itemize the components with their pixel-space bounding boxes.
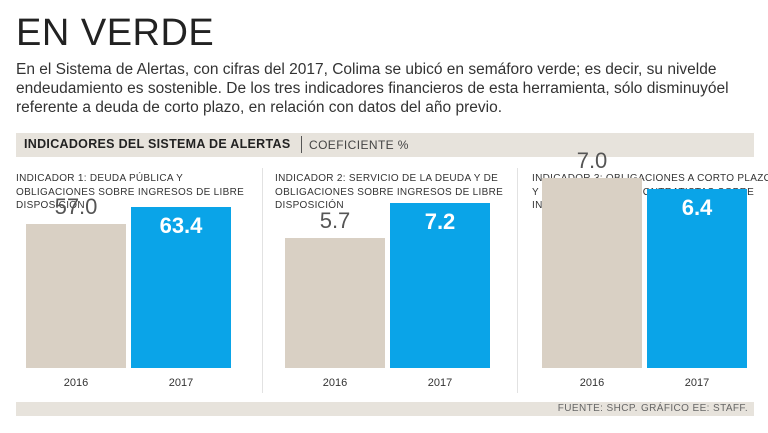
section-title: INDICADORES DEL SISTEMA DE ALERTAS [24,137,291,151]
bar-2016 [26,223,126,368]
bar-2017 [390,203,490,368]
bar-2016 [285,237,385,368]
panel-divider [262,168,263,393]
bar-2017 [647,189,747,368]
data-label-2017: 63.4 [159,213,203,239]
year-label: 2016 [322,377,348,389]
page-title: EN VERDE [16,12,215,54]
chart-panel-3: INDICADOR 3: OBLIGACIONES A CORTO PLAZO … [532,148,768,397]
panel-divider [517,168,518,393]
year-label: 2017 [168,377,194,389]
year-label: 2016 [579,377,605,389]
source-note: FUENTE: SHCP. GRÁFICO EE: STAFF. [557,403,748,414]
data-label-2017: 6.4 [681,195,713,221]
chart-panel-2: INDICADOR 2: SERVICIO DE LA DEUDA Y DE O… [275,172,525,397]
chart-panel-1: INDICADOR 1: DEUDA PÚBLICA Y OBLIGACIONE… [16,172,266,397]
indicator-label: INDICADOR 2: SERVICIO DE LA DEUDA Y DE O… [275,173,504,211]
year-label: 2017 [427,377,453,389]
intro-text: En el Sistema de Alertas, con cifras del… [16,61,729,116]
data-label-2016: 5.7 [319,207,351,233]
data-label-2016: 57.0 [54,193,98,219]
data-label-2017: 7.2 [424,209,456,235]
section-separator [301,136,302,153]
bar-2016 [542,178,642,368]
year-label: 2016 [63,377,89,389]
section-header-band: INDICADORES DEL SISTEMA DE ALERTAS COEFI… [16,133,754,157]
data-label-2016: 7.0 [576,148,608,173]
footer-band: FUENTE: SHCP. GRÁFICO EE: STAFF. [16,402,754,416]
year-label: 2017 [684,377,710,389]
section-subtitle: COEFICIENTE % [309,138,409,152]
bar-2017 [131,207,231,368]
indicator-label: INDICADOR 1: DEUDA PÚBLICA Y OBLIGACIONE… [16,173,245,211]
